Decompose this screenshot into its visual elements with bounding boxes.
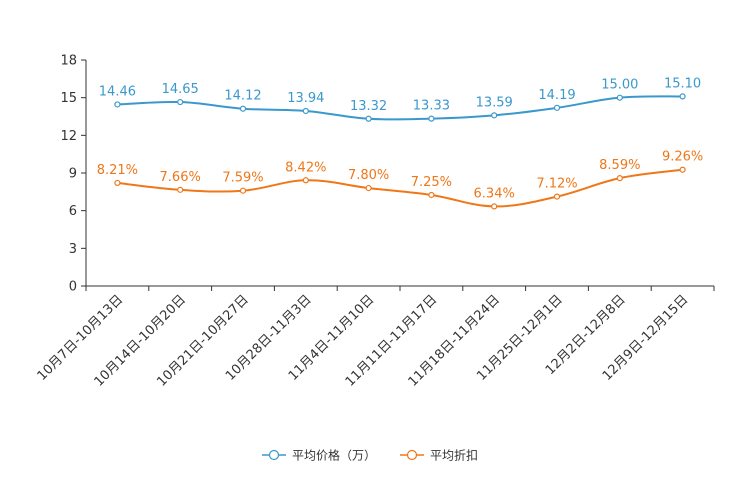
data-point (302, 177, 309, 184)
data-point (365, 115, 372, 122)
data-label: 13.32 (350, 99, 387, 114)
y-tick-label: 9 (69, 167, 77, 182)
data-label: 8.21% (97, 163, 138, 178)
data-point (616, 175, 623, 182)
data-label: 13.59 (476, 95, 513, 110)
legend-marker (268, 449, 280, 461)
data-point (177, 186, 184, 193)
y-axis: 0 3 6 9 12 15 18 (60, 54, 87, 295)
data-label: 8.42% (285, 160, 326, 175)
data-point (679, 166, 686, 173)
data-point (114, 179, 121, 187)
y-tick-label: 15 (60, 91, 77, 106)
data-label: 14.12 (224, 89, 261, 104)
data-label: 7.12% (536, 177, 577, 192)
data-label: 9.26% (662, 150, 703, 165)
data-label: 14.46 (99, 84, 136, 99)
series-line (117, 95, 683, 121)
series-line (117, 168, 683, 208)
data-label: 7.25% (411, 175, 452, 190)
legend-marker (406, 449, 418, 461)
data-point (239, 187, 247, 194)
legend-label: 平均价格（万） (292, 448, 376, 463)
data-label: 8.59% (599, 158, 640, 173)
data-label: 6.34% (474, 186, 515, 201)
data-label: 7.59% (222, 171, 263, 186)
data-point (302, 107, 309, 115)
y-tick-label: 0 (69, 280, 77, 295)
y-tick-label: 3 (69, 242, 77, 257)
data-point (365, 184, 372, 192)
legend-item-2: 平均折扣 (400, 448, 478, 463)
data-point (239, 105, 247, 112)
data-point (679, 93, 686, 100)
data-label: 13.94 (287, 91, 324, 106)
data-point (491, 112, 498, 119)
x-axis: 10月7日-10月13日10月14日-10月20日10月21日-10月27日10… (35, 285, 715, 390)
series-layer: 14.46 14.65 14.12 13.94 13.32 13.33 13.59 14.19… (97, 76, 703, 210)
legend-label: 平均折扣 (430, 448, 478, 463)
y-tick-label: 12 (60, 129, 77, 144)
data-label: 7.80% (348, 168, 389, 183)
data-point (428, 191, 435, 199)
data-point (553, 104, 561, 111)
data-point (428, 115, 435, 122)
data-point (491, 203, 498, 210)
data-label: 14.19 (538, 88, 575, 103)
data-point (553, 193, 561, 200)
data-point (616, 94, 623, 101)
data-point (177, 98, 184, 106)
data-label: 15.10 (664, 76, 701, 91)
y-tick-label: 18 (60, 54, 77, 69)
data-point (114, 101, 121, 108)
y-tick-label: 6 (69, 204, 77, 219)
data-label: 14.65 (162, 82, 199, 97)
data-label: 7.66% (160, 170, 201, 185)
data-label: 15.00 (601, 78, 638, 93)
series-1: 14.46 14.65 14.12 13.94 13.32 13.33 13.59 14.19… (99, 76, 701, 122)
series-2: 8.21% 7.66% 7.59% 8.42% 7.80% 7.25% 6.34% 7.12%… (97, 150, 703, 210)
data-label: 13.33 (413, 99, 450, 114)
legend: 平均价格（万） 平均折扣 (262, 448, 478, 463)
legend-item-1: 平均价格（万） (262, 448, 376, 463)
